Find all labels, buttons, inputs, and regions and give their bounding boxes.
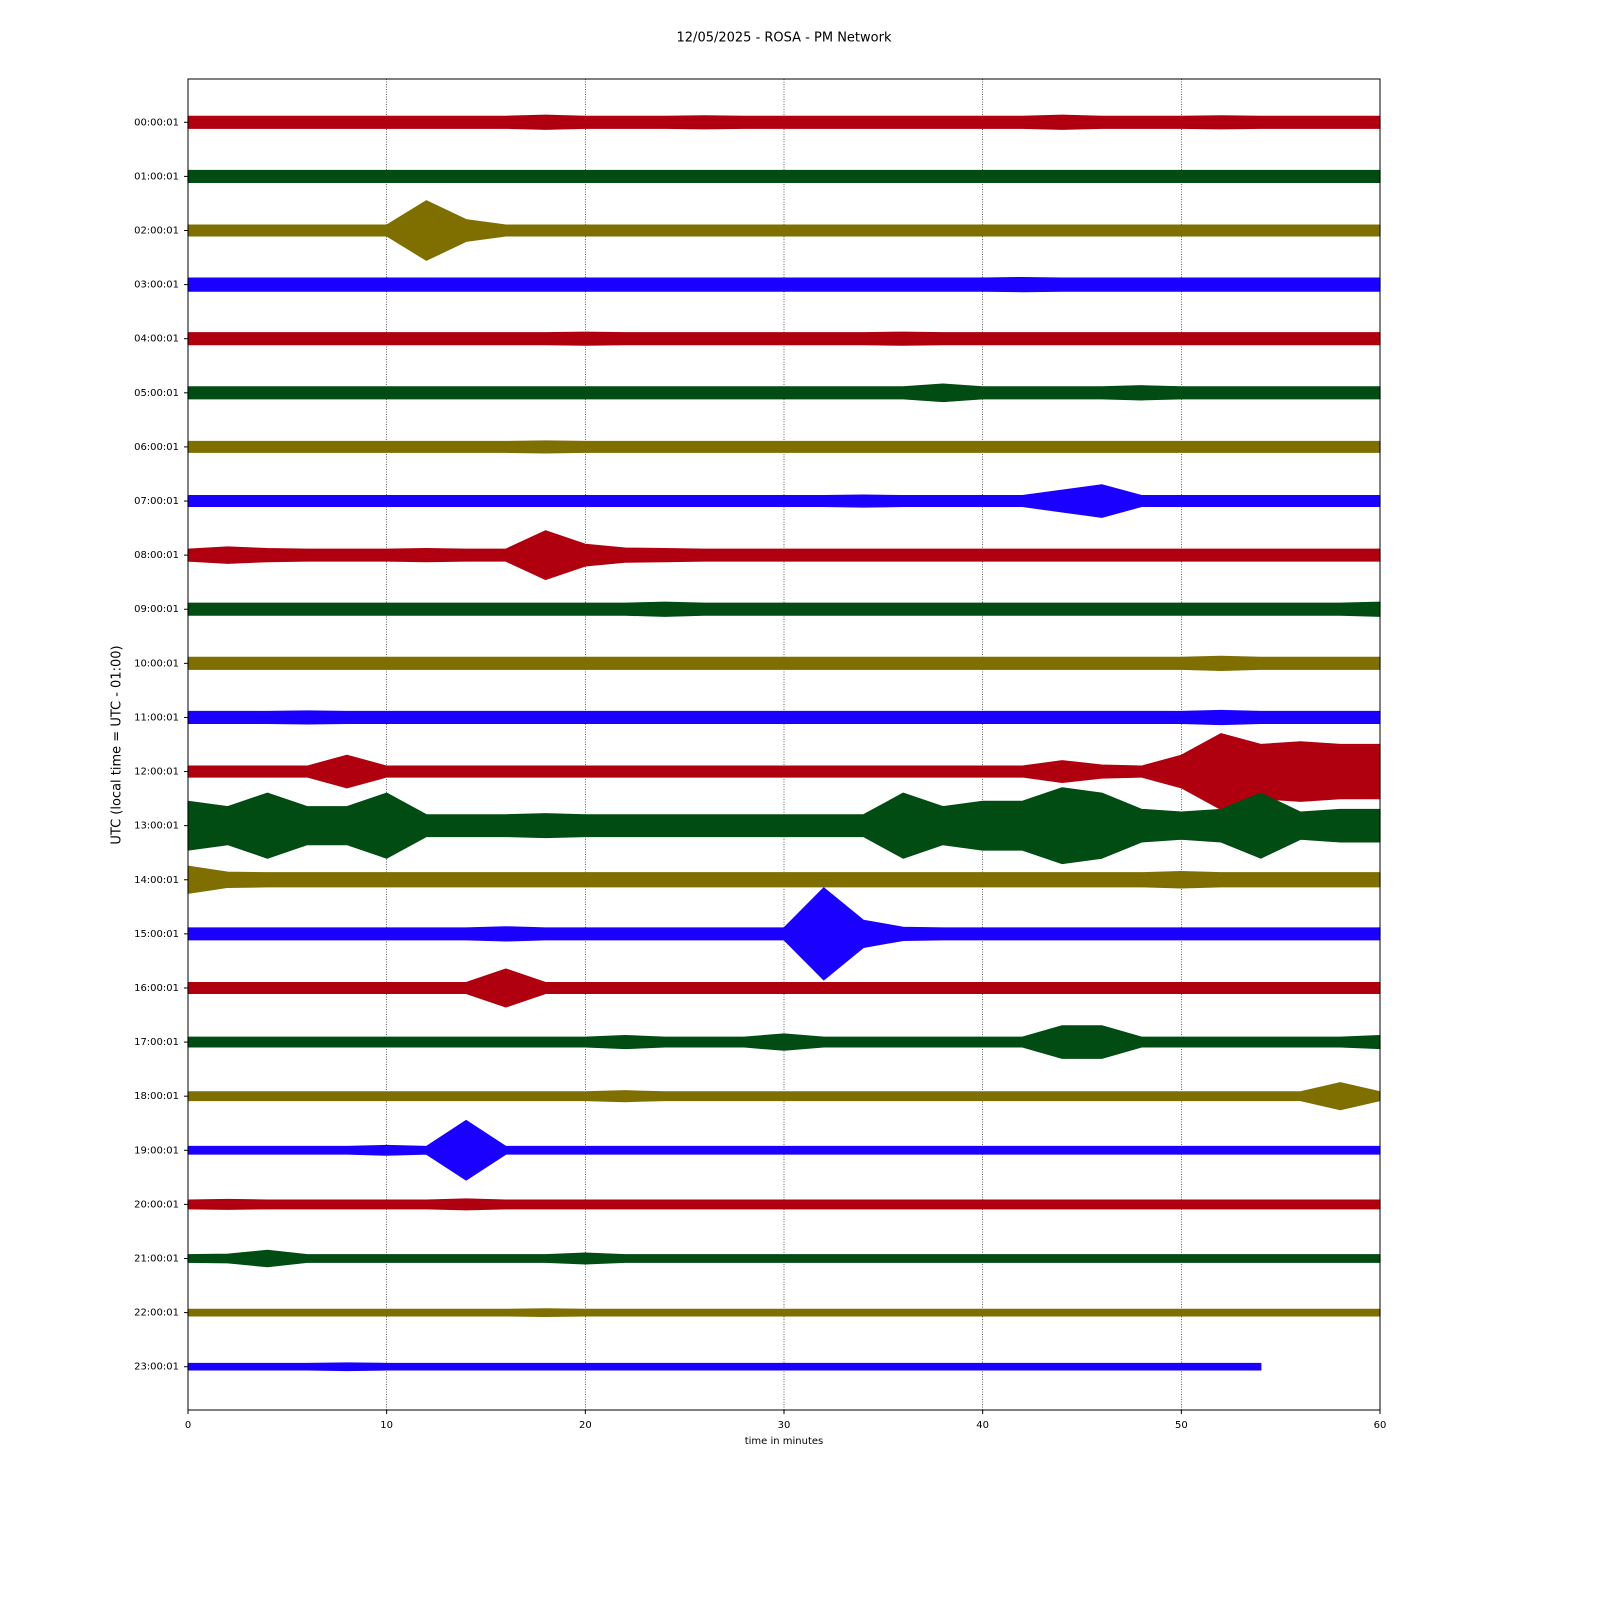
y-tick-label: 17:00:01	[134, 1037, 179, 1048]
y-tick-label: 14:00:01	[134, 875, 179, 886]
trace	[187, 276, 1381, 293]
trace	[187, 1362, 1262, 1372]
trace	[187, 655, 1381, 671]
y-tick-label: 06:00:01	[134, 442, 179, 453]
trace	[187, 383, 1381, 403]
chart-title: 12/05/2025 - ROSA - PM Network	[677, 31, 892, 46]
y-tick-label: 23:00:01	[134, 1362, 179, 1373]
x-tick-label: 0	[185, 1420, 191, 1431]
y-tick-label: 22:00:01	[134, 1308, 179, 1319]
y-tick-label: 04:00:01	[134, 334, 179, 345]
x-tick-label: 10	[380, 1420, 393, 1431]
trace	[187, 331, 1381, 346]
y-tick-label: 03:00:01	[134, 280, 179, 291]
x-axis-label: time in minutes	[745, 1436, 824, 1447]
trace	[187, 709, 1381, 726]
y-tick-label: 00:00:01	[134, 117, 179, 128]
y-tick-label: 13:00:01	[134, 821, 179, 832]
trace	[187, 440, 1381, 454]
y-tick-label: 11:00:01	[134, 712, 179, 723]
plot-frame	[187, 78, 1381, 1411]
trace	[187, 1198, 1381, 1211]
x-tick-label: 40	[976, 1420, 989, 1431]
y-tick-label: 08:00:01	[134, 550, 179, 561]
x-tick-label: 20	[579, 1420, 592, 1431]
y-axis-label: UTC (local time = UTC - 01:00)	[110, 645, 125, 844]
y-tick-label: 20:00:01	[134, 1199, 179, 1210]
y-tick-label: 19:00:01	[134, 1145, 179, 1156]
trace	[187, 733, 1381, 811]
y-tick-label: 18:00:01	[134, 1091, 179, 1102]
y-tick-label: 05:00:01	[134, 388, 179, 399]
y-tick-label: 01:00:01	[134, 171, 179, 182]
trace	[187, 169, 1381, 183]
y-tick-label: 21:00:01	[134, 1254, 179, 1265]
trace	[187, 601, 1381, 617]
y-tick-label: 07:00:01	[134, 496, 179, 507]
x-tick-label: 60	[1374, 1420, 1387, 1431]
y-tick-label: 02:00:01	[134, 225, 179, 236]
x-tick-label: 30	[778, 1420, 791, 1431]
y-tick-label: 16:00:01	[134, 983, 179, 994]
trace	[187, 1308, 1381, 1317]
y-tick-label: 15:00:01	[134, 929, 179, 940]
trace	[187, 114, 1381, 130]
x-tick-label: 50	[1175, 1420, 1188, 1431]
y-tick-label: 09:00:01	[134, 604, 179, 615]
y-tick-label: 12:00:01	[134, 767, 179, 778]
y-tick-label: 10:00:01	[134, 658, 179, 669]
trace	[187, 1025, 1381, 1059]
